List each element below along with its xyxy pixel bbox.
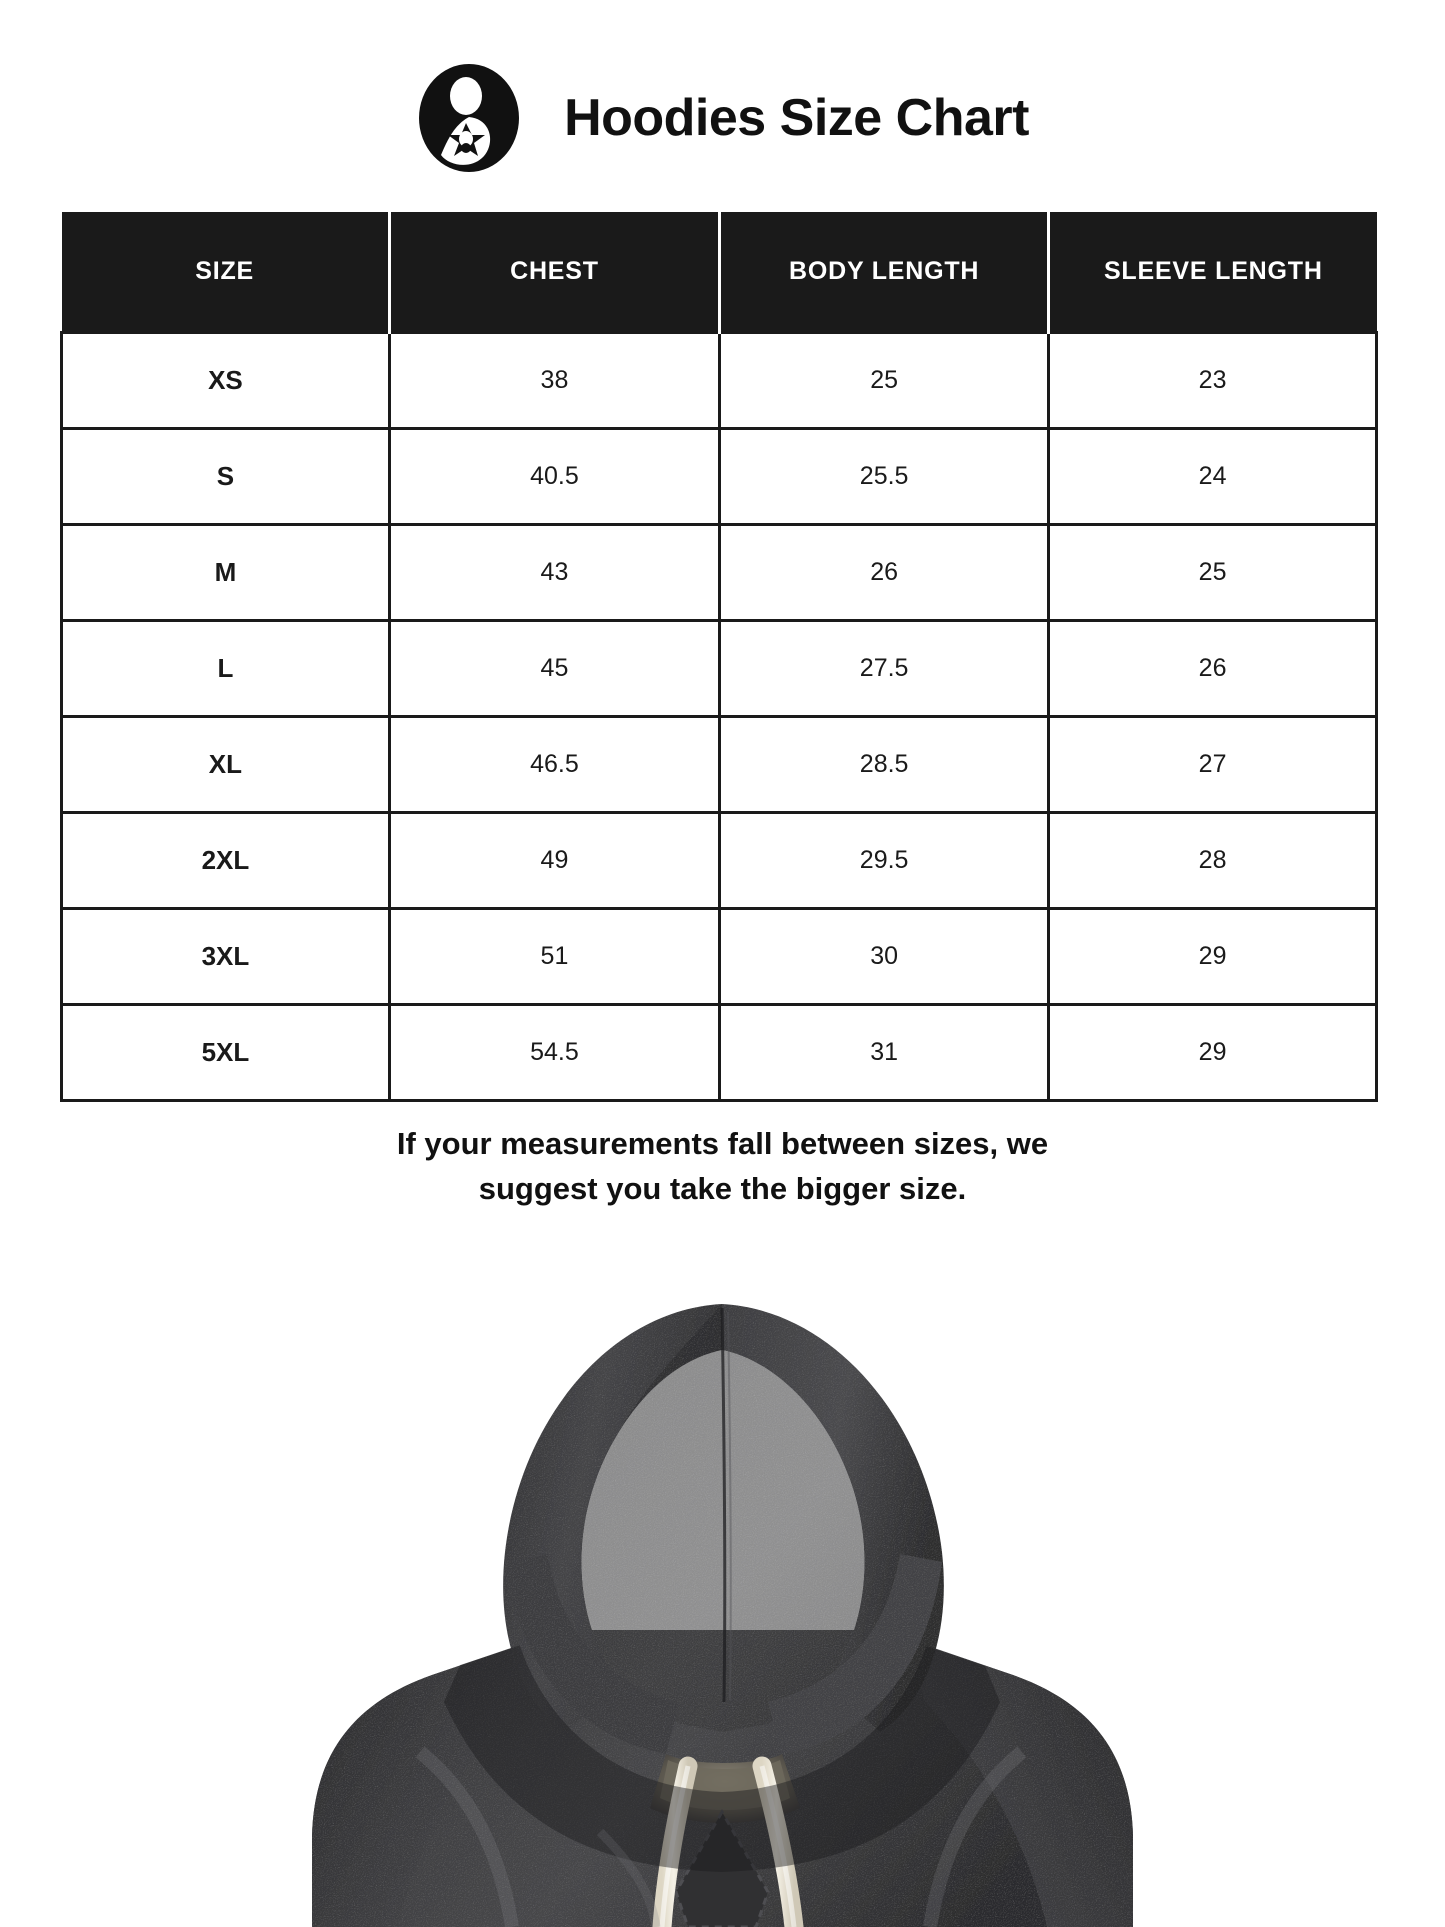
- table-row: L 45 27.5 26: [60, 618, 1378, 718]
- table-row: XS 38 25 23: [60, 330, 1378, 430]
- table-row: 3XL 51 30 29: [60, 906, 1378, 1006]
- cell-sleeve-length: 29: [1047, 1002, 1378, 1102]
- cell-chest: 54.5: [387, 1002, 722, 1102]
- table-row: M 43 26 25: [60, 522, 1378, 622]
- cell-sleeve-length: 27: [1047, 714, 1378, 814]
- cell-sleeve-length: 25: [1047, 522, 1378, 622]
- cell-size: S: [60, 426, 391, 526]
- cell-sleeve-length: 23: [1047, 330, 1378, 430]
- table-header-row: SIZE CHEST BODY LENGTH SLEEVE LENGTH: [61, 212, 1377, 332]
- cell-body-length: 27.5: [718, 618, 1051, 718]
- cell-size: M: [60, 522, 391, 622]
- hooded-sweatshirt-photo: [0, 1232, 1445, 1927]
- cell-size: 3XL: [60, 906, 391, 1006]
- column-header-size: SIZE: [61, 212, 391, 332]
- cell-body-length: 26: [718, 522, 1051, 622]
- cell-chest: 40.5: [387, 426, 722, 526]
- cell-sleeve-length: 26: [1047, 618, 1378, 718]
- cell-sleeve-length: 24: [1047, 426, 1378, 526]
- column-header-sleeve-length: SLEEVE LENGTH: [1047, 212, 1377, 332]
- cell-body-length: 29.5: [718, 810, 1051, 910]
- cell-size: 5XL: [60, 1002, 391, 1102]
- page-title: Hoodies Size Chart: [564, 88, 1029, 147]
- column-header-chest: CHEST: [387, 212, 722, 332]
- cell-chest: 43: [387, 522, 722, 622]
- cell-size: XS: [60, 330, 391, 430]
- page-header: Hoodies Size Chart: [0, 55, 1445, 180]
- table-body: XS 38 25 23 S 40.5 25.5 24 M 43 26 25 L …: [60, 330, 1378, 1102]
- size-chart-table: SIZE CHEST BODY LENGTH SLEEVE LENGTH XS …: [60, 212, 1378, 1102]
- column-header-body-length: BODY LENGTH: [718, 212, 1051, 332]
- cell-size: 2XL: [60, 810, 391, 910]
- sizing-note: If your measurements fall between sizes,…: [0, 1122, 1445, 1212]
- table-row: S 40.5 25.5 24: [60, 426, 1378, 526]
- table-row: XL 46.5 28.5 27: [60, 714, 1378, 814]
- sizing-note-line-1: If your measurements fall between sizes,…: [396, 1126, 1049, 1161]
- cell-chest: 51: [387, 906, 722, 1006]
- sizing-note-line-2: suggest you take the bigger size.: [478, 1170, 967, 1206]
- cell-chest: 49: [387, 810, 722, 910]
- cell-sleeve-length: 29: [1047, 906, 1378, 1006]
- table-row: 2XL 49 29.5 28: [60, 810, 1378, 910]
- cell-sleeve-length: 28: [1047, 810, 1378, 910]
- cell-body-length: 28.5: [718, 714, 1051, 814]
- cell-body-length: 25.5: [718, 426, 1051, 526]
- table-row: 5XL 54.5 31 29: [60, 1002, 1378, 1102]
- cell-size: XL: [60, 714, 391, 814]
- cell-chest: 38: [387, 330, 722, 430]
- cell-body-length: 31: [718, 1002, 1051, 1102]
- cell-size: L: [60, 618, 391, 718]
- cell-body-length: 25: [718, 330, 1051, 430]
- cell-body-length: 30: [718, 906, 1051, 1006]
- cell-chest: 46.5: [387, 714, 722, 814]
- mother-and-child-logo-icon: [416, 63, 522, 173]
- cell-chest: 45: [387, 618, 722, 718]
